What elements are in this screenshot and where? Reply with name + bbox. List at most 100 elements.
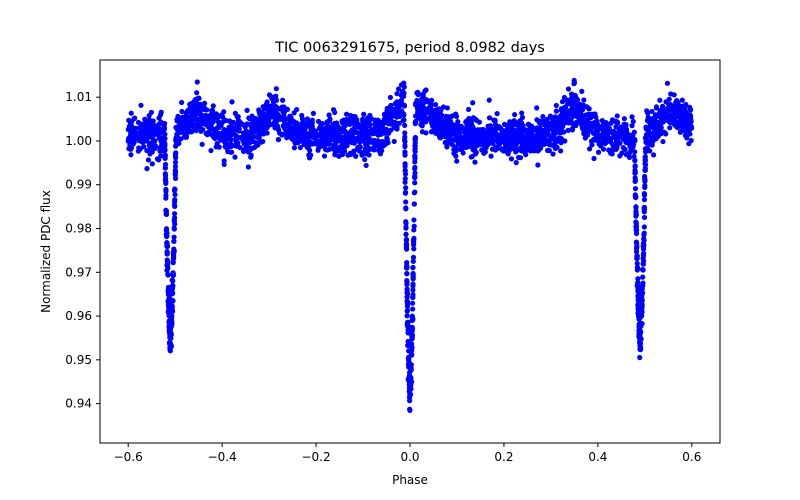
data-point <box>278 116 285 122</box>
data-point <box>456 132 462 138</box>
data-point <box>589 142 595 148</box>
data-point <box>157 112 164 118</box>
data-point <box>609 151 615 157</box>
data-point <box>523 144 529 151</box>
data-point <box>387 121 393 127</box>
data-point <box>602 140 608 147</box>
data-point <box>164 230 170 236</box>
y-tick-label: 0.96 <box>65 309 92 323</box>
data-point <box>466 115 472 122</box>
data-point <box>410 264 416 271</box>
data-point <box>578 103 584 109</box>
data-point <box>163 226 170 232</box>
data-point <box>172 153 179 159</box>
data-point <box>552 114 558 120</box>
data-point <box>197 101 203 107</box>
data-point <box>358 125 364 131</box>
data-point <box>259 109 265 115</box>
data-point <box>331 121 337 127</box>
data-point <box>232 110 238 116</box>
data-point <box>423 97 430 103</box>
data-point <box>504 149 510 155</box>
data-point <box>149 119 155 125</box>
x-tick-label: 0.6 <box>682 450 701 464</box>
data-point <box>633 204 639 210</box>
data-point <box>253 140 259 146</box>
data-point <box>423 87 429 93</box>
data-point <box>410 254 417 260</box>
data-point <box>260 138 266 145</box>
data-point <box>482 149 488 155</box>
data-point <box>582 135 588 141</box>
data-point <box>417 116 423 123</box>
data-point <box>322 142 328 148</box>
data-point <box>394 121 400 127</box>
data-point <box>527 131 534 137</box>
data-point <box>468 144 474 150</box>
data-point <box>444 115 450 121</box>
data-point <box>405 342 411 348</box>
data-point <box>221 109 227 115</box>
data-point <box>679 97 685 103</box>
data-point <box>415 102 421 108</box>
data-point <box>409 326 415 332</box>
data-point <box>601 129 607 135</box>
data-point <box>406 375 412 381</box>
data-point <box>524 135 530 142</box>
data-point <box>157 148 163 154</box>
data-point <box>172 192 178 198</box>
data-point <box>535 162 541 168</box>
data-point <box>402 190 409 196</box>
data-point <box>619 150 625 156</box>
data-point <box>316 145 322 151</box>
data-point <box>637 354 643 361</box>
data-point <box>290 131 296 138</box>
x-tick-label: −0.6 <box>114 450 143 464</box>
data-point <box>171 226 177 232</box>
data-point <box>633 249 640 255</box>
data-point <box>402 134 408 140</box>
data-point <box>343 116 349 123</box>
data-point <box>316 125 323 131</box>
data-point <box>558 148 564 154</box>
data-point <box>404 303 411 309</box>
data-point <box>281 109 287 115</box>
data-point <box>641 230 647 236</box>
data-point <box>402 175 408 182</box>
data-point <box>366 146 372 153</box>
data-point <box>169 291 175 297</box>
y-tick-label: 1.00 <box>65 134 92 148</box>
data-point <box>128 152 134 158</box>
data-point <box>410 281 416 287</box>
data-point <box>649 108 655 115</box>
x-axis-label: Phase <box>392 473 428 487</box>
data-point <box>210 103 216 109</box>
data-point <box>395 86 402 92</box>
data-point <box>402 161 408 167</box>
data-point <box>402 122 408 128</box>
data-point <box>688 118 694 125</box>
data-point <box>238 134 244 141</box>
data-point <box>642 183 648 189</box>
data-point <box>465 106 472 113</box>
data-point <box>368 138 374 144</box>
data-point <box>642 162 649 168</box>
data-point <box>649 142 655 148</box>
data-point <box>398 82 405 88</box>
data-point <box>571 81 577 87</box>
data-point <box>149 161 155 167</box>
data-point <box>233 133 239 139</box>
data-point <box>405 323 411 329</box>
data-point <box>412 118 419 125</box>
data-point <box>591 155 597 162</box>
data-point <box>170 249 177 255</box>
data-point <box>563 113 569 120</box>
data-point <box>573 122 579 129</box>
data-point <box>156 157 162 163</box>
data-point <box>204 132 210 138</box>
data-point <box>167 340 173 346</box>
data-point <box>614 119 620 125</box>
data-point <box>633 223 639 229</box>
data-point <box>595 149 602 155</box>
data-point <box>326 112 332 118</box>
